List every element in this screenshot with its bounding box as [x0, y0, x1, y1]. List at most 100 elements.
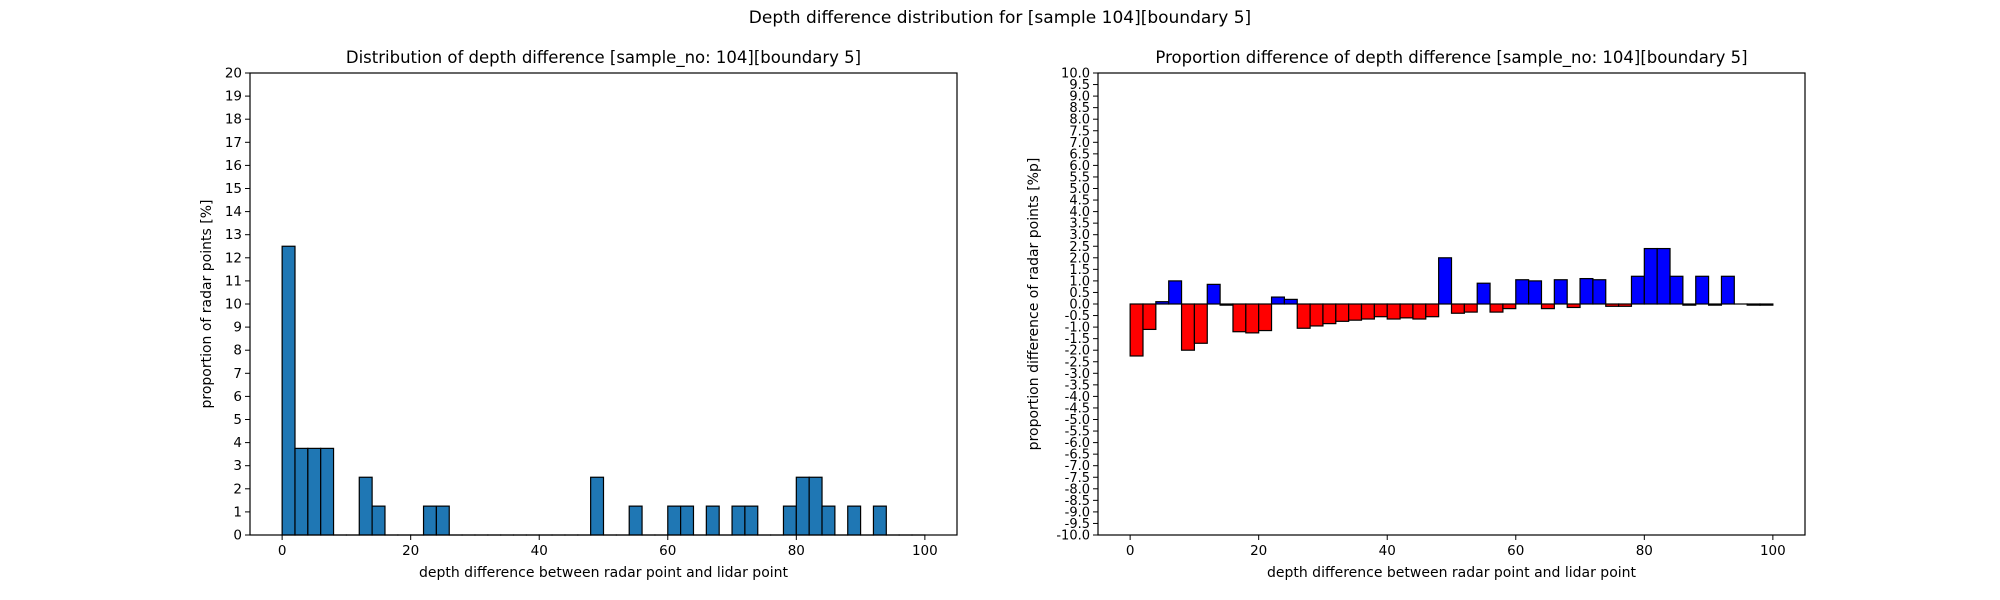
- bar: [1386, 303, 1401, 320]
- bar: [1656, 247, 1671, 305]
- y-tick-label: 2.5: [1069, 240, 1090, 255]
- bar: [1489, 303, 1504, 313]
- x-tick-label: 20: [1250, 543, 1267, 559]
- axes-frame: [249, 72, 958, 536]
- bar: [1502, 303, 1517, 310]
- figure-title: Depth difference distribution for [sampl…: [748, 8, 1252, 28]
- y-tick-label: -8.0: [1065, 482, 1090, 497]
- bar: [1245, 303, 1260, 334]
- y-tick-label: -5.5: [1065, 425, 1090, 440]
- bar: [1759, 303, 1774, 306]
- bar: [1309, 303, 1324, 327]
- y-tick-label: -10.0: [1056, 529, 1090, 544]
- y-tick-label: 11: [225, 273, 242, 289]
- y-tick-label: 4.0: [1069, 205, 1090, 220]
- y-tick-label: 8: [233, 343, 242, 359]
- x-axis-label: depth difference between radar point and…: [1267, 565, 1637, 581]
- bar: [281, 245, 296, 536]
- bar: [1258, 303, 1273, 332]
- y-tick-label: 6: [233, 389, 242, 405]
- y-tick-label: -5.0: [1065, 413, 1090, 428]
- bar: [1579, 277, 1594, 305]
- bar: [1270, 296, 1285, 305]
- y-tick-label: 13: [225, 227, 242, 243]
- x-tick-label: 100: [1760, 543, 1786, 559]
- bar: [1399, 303, 1414, 319]
- bar: [1618, 303, 1633, 307]
- y-tick-label: 9: [233, 320, 242, 336]
- bar: [1206, 283, 1221, 305]
- y-tick-label: 19: [225, 89, 242, 105]
- y-tick-label: 2: [233, 481, 242, 497]
- bar: [1707, 303, 1723, 306]
- bar: [1425, 303, 1440, 318]
- bar: [1168, 280, 1183, 305]
- x-tick-label: 0: [1126, 543, 1135, 559]
- y-tick-label: -6.0: [1065, 436, 1090, 451]
- y-tick-label: 2.0: [1069, 251, 1090, 266]
- bar: [1232, 303, 1247, 333]
- bar: [1129, 303, 1144, 357]
- bar: [872, 505, 887, 536]
- y-tick-label: -7.0: [1065, 459, 1090, 474]
- bar: [1746, 303, 1761, 306]
- y-axis-label: proportion of radar points [%]: [199, 199, 215, 408]
- bar: [1219, 303, 1234, 306]
- bar: [808, 476, 823, 536]
- y-tick-label: 10: [225, 297, 242, 313]
- bar: [1682, 303, 1697, 306]
- y-tick-label: -9.0: [1065, 505, 1090, 520]
- bar: [590, 476, 605, 536]
- y-tick-label: 0: [233, 528, 242, 544]
- bar: [1193, 303, 1208, 344]
- bar: [1643, 247, 1658, 305]
- bar: [847, 505, 862, 536]
- y-tick-label: 4: [233, 435, 242, 451]
- y-tick-label: -4.0: [1065, 390, 1090, 405]
- x-tick-label: 60: [659, 543, 676, 559]
- y-tick-label: 12: [225, 250, 242, 266]
- y-axis-label: proportion difference of radar points [%…: [1026, 158, 1042, 451]
- plot-title: Proportion difference of depth differenc…: [1155, 48, 1747, 68]
- bar: [1669, 275, 1684, 305]
- y-tick-label: -3.0: [1065, 367, 1090, 382]
- y-tick-label: 7.5: [1069, 124, 1090, 139]
- x-tick-label: 80: [788, 543, 805, 559]
- y-tick-label: -0.5: [1065, 309, 1090, 324]
- bar: [1630, 275, 1645, 305]
- y-tick-label: -9.5: [1065, 517, 1090, 532]
- y-tick-label: -1.0: [1065, 321, 1090, 336]
- bar: [1463, 303, 1478, 313]
- y-tick-label: 3.5: [1069, 217, 1090, 232]
- y-tick-label: -7.5: [1065, 471, 1090, 486]
- y-tick-label: 17: [225, 135, 242, 151]
- y-tick-label: -6.5: [1065, 448, 1090, 463]
- y-tick-label: 0.0: [1069, 298, 1090, 313]
- y-tick-label: 6.0: [1069, 159, 1090, 174]
- bar: [1528, 280, 1543, 305]
- bar: [1373, 303, 1388, 318]
- bar: [1360, 303, 1375, 320]
- y-tick-label: -3.5: [1065, 378, 1090, 393]
- y-tick-label: 8.5: [1069, 101, 1090, 116]
- difference-plot: 0 20 40 60 80 100 10.09.59.08.58.07.57.06.56.0…: [1026, 48, 1806, 581]
- y-tick-label: 9.0: [1069, 90, 1090, 105]
- y-tick-label: 18: [225, 112, 242, 128]
- x-tick-label: 100: [912, 543, 938, 559]
- bar: [1605, 303, 1620, 307]
- y-tick-label: 6.5: [1069, 147, 1090, 162]
- x-tick-label: 20: [402, 543, 419, 559]
- bar: [1540, 303, 1555, 310]
- x-tick-label: 80: [1636, 543, 1653, 559]
- y-tick-label: 20: [225, 66, 242, 82]
- bar: [705, 505, 720, 536]
- bar: [1695, 275, 1710, 305]
- bar: [1553, 279, 1568, 305]
- plot-title: Distribution of depth difference [sample…: [346, 48, 861, 68]
- y-tick-label: 16: [225, 158, 242, 174]
- y-tick-label: -1.5: [1065, 332, 1090, 347]
- bar: [628, 505, 643, 536]
- bar: [1155, 301, 1170, 305]
- y-tick-label: 4.5: [1069, 194, 1090, 209]
- bar: [744, 505, 759, 536]
